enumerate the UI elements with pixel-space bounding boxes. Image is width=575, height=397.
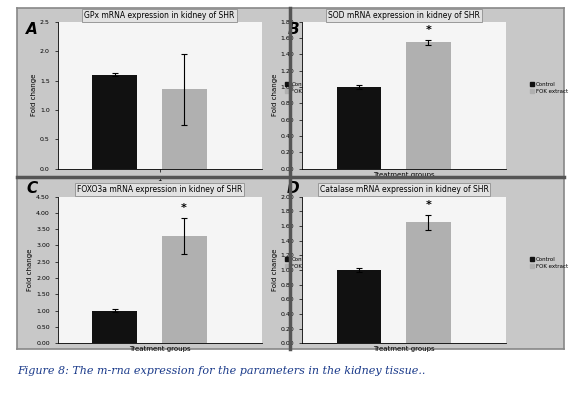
Y-axis label: Fold change: Fold change	[272, 74, 278, 116]
Text: A: A	[26, 22, 37, 37]
Legend: Control, FOK extract: Control, FOK extract	[529, 256, 569, 269]
Bar	[162, 236, 206, 343]
Text: *: *	[426, 25, 431, 35]
Bar	[92, 311, 137, 343]
Title: SOD mRNA expression in kidney of SHR: SOD mRNA expression in kidney of SHR	[328, 11, 480, 20]
Y-axis label: Fold change: Fold change	[28, 249, 33, 291]
Text: Figure 8: The m-rna expression for the parameters in the kidney tissue..: Figure 8: The m-rna expression for the p…	[17, 366, 426, 376]
Y-axis label: Fold change: Fold change	[31, 74, 37, 116]
X-axis label: Treatment group: Treatment group	[131, 185, 189, 191]
Title: FOXO3a mRNA expression in kidney of SHR: FOXO3a mRNA expression in kidney of SHR	[77, 185, 242, 195]
Text: B: B	[288, 22, 299, 37]
Text: *: *	[181, 203, 187, 213]
Bar	[336, 270, 381, 343]
Text: C: C	[26, 181, 37, 196]
X-axis label: Treatment groups: Treatment groups	[373, 172, 435, 177]
Legend: Control, FOK extract: Control, FOK extract	[285, 256, 324, 269]
Bar	[336, 87, 381, 169]
Title: Catalase mRNA expression in kidney of SHR: Catalase mRNA expression in kidney of SH…	[320, 185, 488, 195]
Text: *: *	[426, 200, 431, 210]
Title: GPx mRNA expression in kidney of SHR: GPx mRNA expression in kidney of SHR	[85, 11, 235, 20]
Y-axis label: Fold change: Fold change	[272, 249, 278, 291]
Legend: Control, FOK extract: Control, FOK extract	[285, 81, 324, 94]
Bar	[406, 222, 451, 343]
Bar	[92, 75, 137, 169]
Text: D: D	[287, 181, 300, 196]
Legend: Control, FOK extract: Control, FOK extract	[529, 81, 569, 94]
Bar	[406, 42, 451, 169]
X-axis label: Treatment groups: Treatment groups	[373, 346, 435, 352]
Bar	[162, 89, 206, 169]
X-axis label: Treatment groups: Treatment groups	[129, 346, 190, 352]
